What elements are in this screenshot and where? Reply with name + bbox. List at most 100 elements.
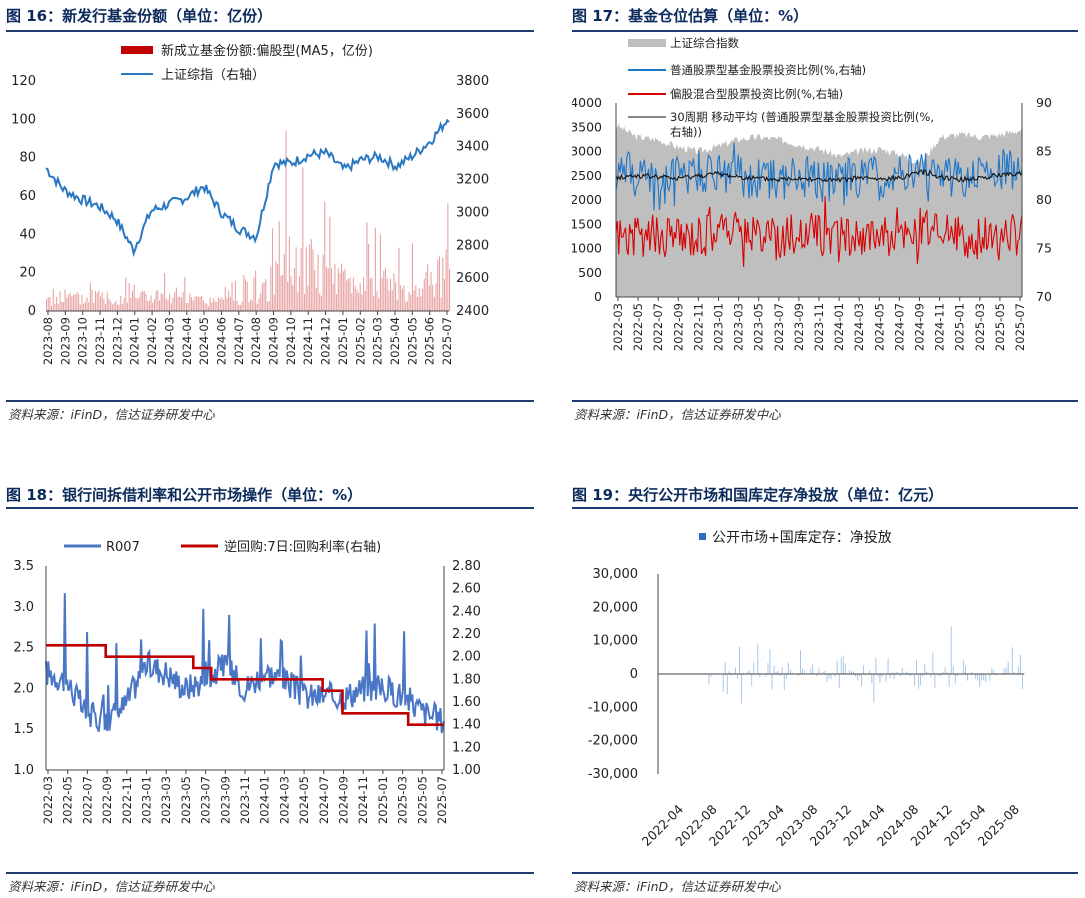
y-tick-label: 60	[19, 189, 36, 204]
fund-share-bar	[231, 282, 233, 311]
fund-share-bar	[169, 293, 171, 311]
net-injection-bar	[861, 674, 863, 687]
net-injection-bar	[977, 674, 979, 681]
x-tick-label: 2023-09	[58, 317, 72, 365]
x-tick-label: 2022-11	[120, 776, 134, 824]
fund-share-bar	[336, 294, 338, 311]
net-injection-bar	[777, 670, 779, 674]
fund-share-bar	[126, 302, 129, 311]
legend-label: 公开市场+国库定存：净投放	[712, 529, 892, 546]
fund-share-bar	[433, 296, 435, 311]
fund-share-bar	[351, 293, 353, 311]
fund-share-bar	[57, 304, 59, 311]
fund-share-bar	[300, 247, 302, 311]
fund-share-bar	[170, 303, 172, 311]
net-injection-bar	[1013, 671, 1015, 674]
fund-share-bar	[445, 249, 447, 311]
x-tick-label: 2022-03	[611, 303, 625, 351]
fund-share-bar	[239, 304, 242, 311]
source-divider	[572, 400, 1078, 402]
fund-share-bar	[116, 304, 118, 311]
fund-share-bar	[93, 303, 95, 311]
fund-share-bar	[81, 294, 83, 311]
net-injection-bar	[812, 664, 814, 674]
fund-share-bar	[268, 300, 270, 311]
x-tick-label: 2023-10	[76, 317, 90, 365]
fund-share-bar	[172, 297, 174, 311]
net-injection-bar	[842, 655, 844, 674]
net-injection-bar	[893, 674, 895, 680]
net-injection-bar	[1007, 661, 1009, 674]
fund-share-bar	[359, 283, 361, 311]
fund-share-bar	[164, 273, 166, 311]
fund-share-bar	[54, 304, 56, 311]
net-injection-bar	[830, 674, 832, 680]
net-injection-bar	[710, 674, 712, 677]
x-tick-label: 2024-07	[317, 776, 331, 824]
fund-share-bar	[140, 292, 142, 311]
x-tick-label: 2024-06	[214, 317, 228, 365]
x-tick-label: 2022-05	[631, 303, 645, 351]
net-injection-bar	[869, 670, 871, 674]
fund-share-bar	[270, 266, 272, 311]
fund-share-bar	[216, 301, 218, 311]
fund-share-bar	[180, 297, 182, 311]
fund-share-bar	[223, 299, 225, 311]
y-tick-label: 2800	[456, 238, 489, 253]
fund-share-bar	[61, 301, 63, 311]
fund-share-bar	[138, 296, 140, 311]
fund-share-bar	[150, 295, 152, 311]
fund-share-bar	[317, 254, 319, 311]
y-tick-label: 2.00	[452, 650, 481, 665]
fund-share-bar	[395, 282, 397, 311]
net-injection-bar	[773, 665, 775, 674]
fund-share-bar	[158, 300, 161, 311]
x-tick-label: 2023-03	[732, 303, 746, 351]
fund-share-bar	[135, 297, 137, 311]
fund-share-bar	[49, 296, 51, 311]
fund-share-bar	[379, 234, 381, 311]
fund-share-bar	[214, 301, 216, 311]
fund-share-bar	[266, 301, 268, 311]
net-injection-bar	[897, 672, 899, 674]
y-tick-label: 80	[19, 151, 36, 166]
fund-share-bar	[96, 293, 98, 311]
fund-share-bar	[261, 283, 263, 311]
net-injection-bar	[1011, 647, 1013, 674]
x-tick-label: 2023-11	[238, 776, 252, 824]
fund-share-bar	[290, 276, 292, 311]
x-tick-label: 2025-05	[993, 303, 1007, 351]
net-injection-bar	[791, 672, 793, 674]
net-injection-bar	[956, 674, 958, 677]
fund-share-bar	[430, 271, 432, 311]
chart-19-plot: -30,000 -20,000 -10,000 0 10,000 20,000 30,000…	[588, 529, 1025, 849]
net-injection-bar	[938, 674, 940, 676]
net-injection-bar	[905, 671, 907, 674]
fund-share-bar	[416, 296, 419, 311]
y-tick-label: 20	[19, 266, 36, 281]
fund-share-bar	[228, 290, 230, 311]
fund-share-bar	[175, 287, 177, 311]
fund-share-bar	[118, 304, 120, 311]
fund-share-bar	[202, 300, 204, 311]
fund-share-bar	[165, 298, 167, 311]
net-injection-bar	[834, 674, 836, 677]
fund-share-bar	[51, 305, 53, 311]
net-injection-bar	[855, 674, 856, 677]
net-injection-bar	[779, 674, 781, 677]
chart-title: 图 19：央行公开市场和国库定存净投放（单位：亿元）	[572, 486, 944, 504]
x-tick-label: 2024-01	[258, 776, 272, 824]
title-divider	[572, 507, 1078, 509]
chart-panel-18: 图 18：银行间拆借利率和公开市场操作（单位：%） 1.0 1.5 2.0 2.5 3.…	[6, 478, 534, 898]
net-injection-bar	[739, 646, 740, 674]
chart-title: 图 16：新发行基金份额（单位：亿份）	[6, 7, 273, 25]
fund-share-bar	[56, 296, 58, 311]
y-tick-label: 0	[594, 289, 602, 304]
fund-share-bar	[79, 304, 81, 311]
fund-share-bar	[297, 292, 299, 311]
fund-share-bar	[344, 268, 346, 311]
fund-share-bar	[285, 130, 287, 311]
fund-share-bar	[224, 286, 226, 311]
r007-line	[45, 593, 445, 734]
net-injection-bar	[736, 674, 738, 679]
